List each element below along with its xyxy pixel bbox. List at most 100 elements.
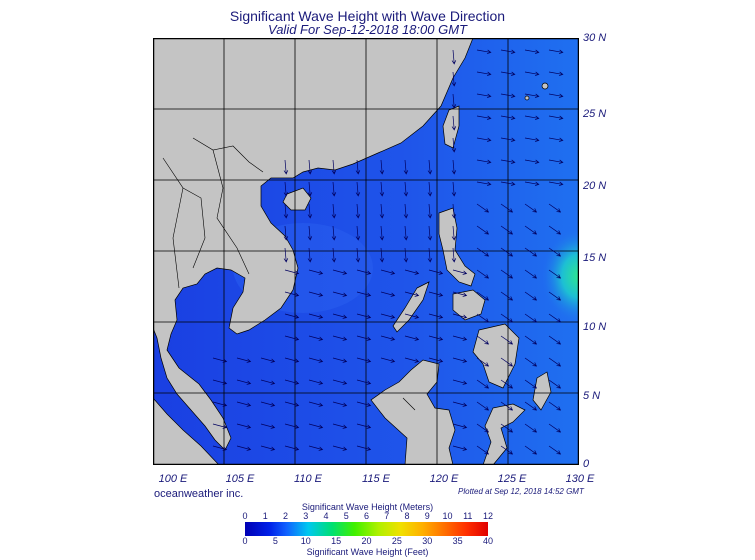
wave-arrow <box>403 181 409 197</box>
wave-arrow <box>212 401 228 407</box>
wave-arrow <box>500 93 516 99</box>
wave-arrow <box>451 159 457 175</box>
wave-arrow <box>548 335 562 345</box>
lat-label-20n: 20 N <box>583 180 607 192</box>
wave-arrow <box>284 313 300 319</box>
wave-arrow <box>331 203 337 219</box>
taiwan-island <box>442 105 460 149</box>
wave-arrow <box>380 291 396 297</box>
meters-tick: 8 <box>404 511 410 521</box>
wave-arrow <box>236 445 252 451</box>
feet-tick: 5 <box>272 536 278 546</box>
ryukyu-islands <box>541 82 549 90</box>
wave-arrow <box>236 357 252 363</box>
wave-arrow <box>452 357 468 363</box>
map-title: Significant Wave Height with Wave Direct… <box>229 8 506 24</box>
wave-arrow <box>331 247 337 263</box>
meters-tick: 5 <box>343 511 349 521</box>
wave-arrow <box>427 181 433 197</box>
wave-arrow <box>476 49 492 55</box>
wave-arrow <box>307 247 313 263</box>
wave-arrow <box>452 269 468 275</box>
wave-arrow <box>428 269 444 275</box>
wave-arrow <box>332 445 348 451</box>
wave-arrow <box>332 379 348 385</box>
wave-arrow <box>403 247 409 263</box>
wave-arrow <box>356 401 372 407</box>
wave-arrow <box>500 115 516 121</box>
wave-arrow <box>260 445 276 451</box>
feet-tick: 40 <box>482 536 494 546</box>
meters-tick: 11 <box>463 511 473 521</box>
wave-arrow <box>500 71 516 77</box>
wave-arrow <box>500 445 514 455</box>
wave-arrow <box>308 423 324 429</box>
wave-arrow <box>452 379 468 385</box>
wave-arrow <box>548 203 562 213</box>
wave-arrow <box>355 203 361 219</box>
wave-arrow <box>355 159 361 175</box>
wave-arrow <box>548 379 562 389</box>
wave-arrow <box>524 357 538 367</box>
wave-arrow <box>500 401 514 411</box>
wave-arrow <box>548 247 562 257</box>
wave-arrow <box>428 291 444 297</box>
wave-arrow <box>283 159 289 175</box>
wave-arrow <box>524 181 540 187</box>
wave-direction-arrows <box>212 49 564 455</box>
meters-tick: 9 <box>424 511 430 521</box>
map-frame <box>153 38 579 465</box>
wave-arrow <box>404 313 420 319</box>
scale-title-feet: Significant Wave Height (Feet) <box>306 547 429 557</box>
halmahera-island <box>532 371 552 411</box>
wave-arrow <box>524 401 538 411</box>
wave-arrow <box>476 313 490 323</box>
wave-arrow <box>500 159 516 165</box>
wave-arrow <box>308 357 324 363</box>
country-borders <box>162 137 416 411</box>
wave-arrow <box>524 203 538 213</box>
wave-arrow <box>476 247 490 257</box>
sumatra-island <box>153 397 220 465</box>
wave-arrow <box>331 225 337 241</box>
wave-arrow <box>476 357 490 367</box>
wave-arrow <box>451 247 457 263</box>
wave-arrow <box>284 445 300 451</box>
lat-label-5n: 5 N <box>583 390 601 402</box>
wave-arrow <box>476 423 490 433</box>
wave-arrow <box>283 247 289 263</box>
wave-arrow <box>548 159 564 165</box>
wave-arrow <box>548 137 564 143</box>
wave-arrow <box>476 115 492 121</box>
wave-arrow <box>452 291 468 297</box>
wave-arrow <box>379 203 385 219</box>
wave-arrow <box>524 159 540 165</box>
wave-arrow <box>476 137 492 143</box>
wave-arrow <box>524 445 538 455</box>
wave-arrow <box>356 269 372 275</box>
lat-lon-grid <box>153 38 579 465</box>
wave-arrow <box>476 291 490 301</box>
wave-arrow <box>548 401 562 411</box>
wave-arrow <box>355 181 361 197</box>
wave-arrow <box>427 159 433 175</box>
wave-arrow <box>500 357 514 367</box>
lat-label-10n: 10 N <box>583 321 607 333</box>
wave-arrow <box>524 269 538 279</box>
wave-arrow <box>307 159 313 175</box>
visayas-islands <box>452 289 486 321</box>
wave-arrow <box>332 401 348 407</box>
wave-arrow <box>404 335 420 341</box>
wave-arrow <box>548 313 562 323</box>
wave-arrow <box>427 247 433 263</box>
wave-arrow <box>308 291 324 297</box>
wave-arrow <box>260 401 276 407</box>
wave-arrow <box>356 357 372 363</box>
wave-arrow <box>500 313 514 323</box>
wave-arrow <box>284 423 300 429</box>
wave-arrow <box>428 357 444 363</box>
wave-arrow <box>284 291 300 297</box>
wave-arrow <box>356 445 372 451</box>
lon-label-115e: 115 E <box>362 473 390 485</box>
borneo-island <box>370 359 456 465</box>
